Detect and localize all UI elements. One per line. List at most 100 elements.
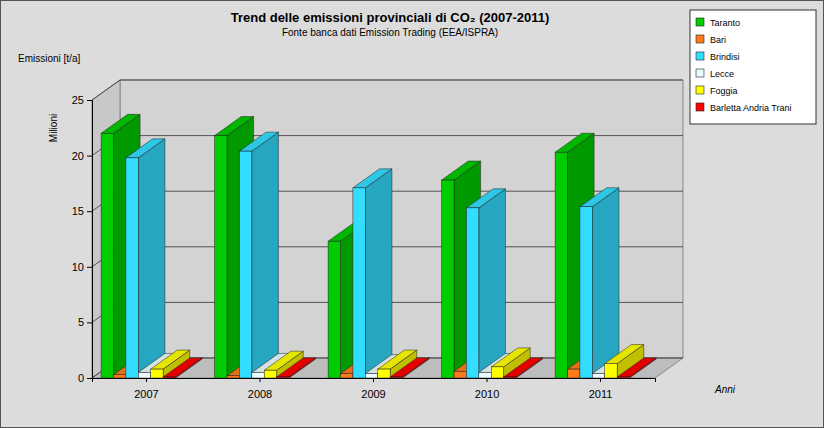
bar [163, 377, 175, 378]
bar-side [454, 161, 481, 378]
bar [378, 369, 390, 378]
legend-label: Taranto [710, 18, 740, 28]
bar-top [126, 139, 165, 158]
bar-group [215, 117, 254, 378]
y-tick: 20 [72, 150, 92, 162]
x-tick: 2010 [475, 378, 499, 400]
bar [605, 364, 617, 378]
bar-group [277, 358, 316, 378]
bar-side [227, 117, 254, 378]
y-unit-label: Milioni [48, 114, 59, 142]
bar [580, 207, 592, 378]
y-tick-mark [87, 156, 92, 157]
bar-top [390, 358, 429, 377]
legend-swatch [696, 35, 704, 43]
legend-label: Lecce [710, 69, 734, 79]
bar [264, 370, 276, 378]
y-tick: 25 [72, 94, 92, 106]
x-tick: 2009 [361, 378, 385, 400]
x-tick: 2011 [589, 378, 613, 400]
x-tick-mark [259, 378, 260, 382]
bar [227, 376, 239, 378]
bar [138, 372, 150, 378]
x-tick-mark [600, 378, 601, 382]
bar [365, 374, 377, 378]
y-axis-line [87, 101, 93, 379]
grid-line [92, 80, 683, 100]
x-tick-label: 2010 [475, 388, 499, 400]
bar [215, 136, 227, 378]
bar [126, 158, 138, 378]
bar-group [353, 169, 392, 378]
legend-swatch [696, 52, 704, 60]
x-axis: 2007 2008 2009 2010 2011 [93, 378, 656, 400]
bar-group [466, 189, 505, 378]
legend-label: Brindisi [710, 52, 740, 62]
bar-side [252, 132, 279, 378]
x-tick-label: 2008 [248, 388, 272, 400]
x-tick: 2007 [134, 378, 158, 400]
bars [101, 114, 656, 378]
y-tick-label: 15 [72, 205, 84, 217]
subtitle: Fonte banca dati Emission Trading (EEA/I… [282, 27, 498, 38]
bar [328, 241, 340, 378]
legend-swatch [696, 103, 704, 111]
bar [442, 180, 454, 378]
legend-label: Bari [710, 35, 726, 45]
bar [101, 133, 113, 378]
bar-top [277, 358, 316, 377]
bar [466, 208, 478, 378]
bar [504, 377, 516, 378]
bar [353, 188, 365, 378]
bar-group [555, 133, 594, 378]
bar [454, 371, 466, 378]
bar [617, 377, 629, 378]
bar-top [353, 169, 392, 188]
background [1, 1, 824, 428]
chart: 051015202520072008200920102011Trend dell… [0, 0, 824, 428]
y-tick-label: 10 [72, 261, 84, 273]
bar [479, 372, 491, 378]
x-tick-label: 2011 [589, 388, 613, 400]
y-tick: 15 [72, 205, 92, 217]
legend: Taranto Bari Brindisi Lecce Foggia Barletta A… [690, 10, 816, 124]
bar-top [555, 133, 594, 152]
bar [592, 374, 604, 378]
bar [491, 367, 503, 378]
y-tick-mark [87, 211, 92, 212]
legend-box [690, 10, 816, 124]
y-tick-label: 5 [78, 316, 84, 328]
bar-side [365, 169, 392, 378]
legend-swatch [696, 18, 704, 26]
title: Trend delle emissioni provinciali di CO₂… [231, 10, 550, 25]
bar-group [504, 358, 543, 378]
bar-side [479, 189, 506, 378]
bar [277, 377, 289, 378]
bar-group [390, 358, 429, 378]
y-tick-mark [87, 100, 92, 101]
bar [113, 375, 125, 378]
bar-top [504, 358, 543, 377]
bar [252, 372, 264, 378]
x-axis-line [93, 379, 656, 383]
y-axis: 0510152025 [72, 94, 93, 384]
bar-top [442, 161, 481, 180]
bar-side [138, 139, 165, 378]
bar-top [239, 132, 278, 151]
legend-label: Foggia [710, 86, 738, 96]
x-tick-mark [487, 378, 488, 382]
bar-top [215, 117, 254, 136]
bar-top [163, 358, 202, 377]
bar-group [163, 358, 202, 378]
y-tick-mark [87, 322, 92, 323]
bar-top [580, 188, 619, 207]
bar [239, 151, 251, 378]
bar [390, 377, 402, 378]
bar [555, 152, 567, 378]
grid [92, 80, 683, 378]
legend-swatch [696, 69, 704, 77]
y-tick: 10 [72, 261, 92, 273]
legend-label: Barletta Andria Trani [710, 103, 792, 113]
x-tick: 2008 [248, 378, 272, 400]
bar [568, 369, 580, 378]
